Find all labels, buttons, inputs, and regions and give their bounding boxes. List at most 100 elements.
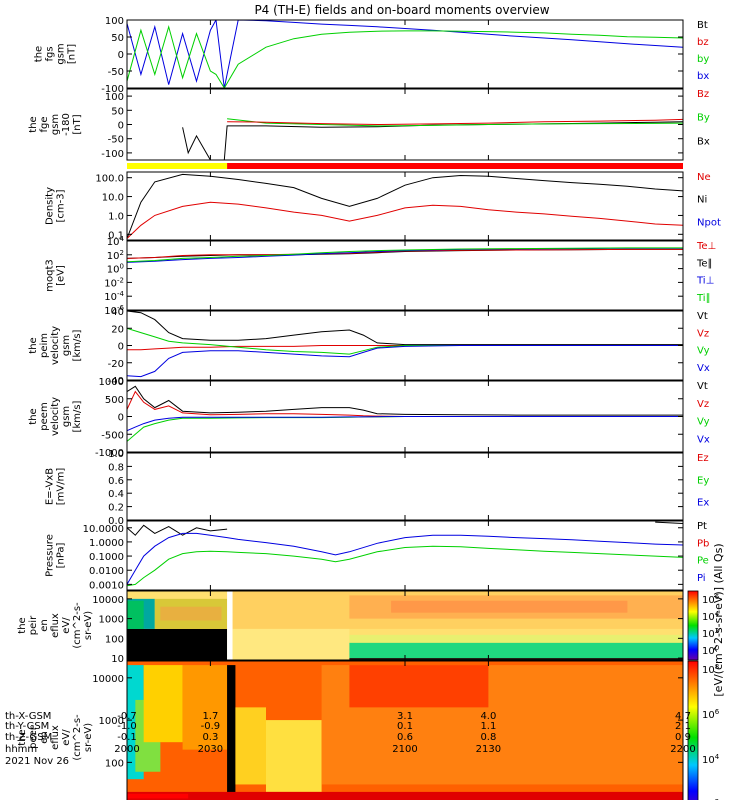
- colorbar-tick-label: 106: [702, 593, 720, 606]
- y-tick-label: 1.0: [108, 211, 124, 222]
- series-group: [127, 173, 683, 239]
- legend-label-Vx: Vx: [697, 434, 710, 445]
- y-axis-label: sr-eV): [83, 723, 94, 752]
- legend-label-Te∥: Te∥: [696, 258, 713, 269]
- y-tick-label: 10.0: [102, 193, 124, 204]
- y-axis-label: [eV]: [56, 265, 67, 286]
- y-axis-label: velocity: [50, 326, 61, 365]
- y-tick-label: -50: [108, 67, 124, 78]
- y-axis-label: peir: [28, 615, 39, 635]
- x-axis-value: -0.9: [201, 721, 221, 732]
- panel-frame: [126, 452, 684, 521]
- panel-efield: 1.0 0.8 0.6 0.4 0.2 0.0 E=-VxB [mV/m] Ez Ey Ex: [45, 449, 710, 527]
- heatmap: [127, 661, 683, 800]
- y-axis-label: peem: [39, 402, 50, 430]
- y-axis-label: the: [34, 46, 45, 62]
- legend-label-Vt: Vt: [697, 381, 708, 392]
- y-axis-label: gsm: [61, 406, 72, 427]
- panel-peim-velocity: 40 20 0 -20 -40 the peim velocity gsm [km/s] Vt Vz V…: [28, 307, 710, 387]
- legend-label-Ni: Ni: [697, 195, 707, 206]
- panel-peem-velocity: 1000 500 0 -500 -1000 the peem velocity gsm [km/s…: [28, 377, 710, 459]
- series-line-Ti∥: [127, 247, 683, 263]
- y-tick-label: 40: [111, 307, 124, 318]
- colorbar-tick-label: 106: [702, 708, 720, 721]
- data-gap: [227, 665, 236, 800]
- y-tick-label: 10-4: [104, 290, 124, 303]
- y-axis-label: sr-eV): [83, 611, 94, 640]
- y-axis-label: fge: [39, 116, 50, 132]
- legend-label-Bz: Bz: [697, 89, 709, 100]
- x-axis-value: -0.7: [117, 711, 137, 722]
- y-axis-label: en: [39, 731, 50, 744]
- y-tick-label: 0: [118, 413, 124, 424]
- legend-label-Pi: Pi: [697, 573, 706, 584]
- y-axis-label: peer: [28, 725, 39, 749]
- series-group: [127, 521, 683, 587]
- y-axis-label: eflux: [50, 725, 61, 750]
- status-bar-segment: [227, 163, 683, 169]
- panel-density: 100.0 10.0 1.0 0.1 Density [cm-3] Ne Ni Npot: [45, 171, 721, 241]
- x-axis-value: -0.1: [117, 732, 137, 743]
- series-line-Vy: [127, 416, 683, 442]
- panel-peir-en-eflux: 10000 1000 100 10 the peir en eflux eV/(cm^2-s-s…: [17, 590, 720, 665]
- y-tick-label: 100: [105, 16, 124, 27]
- y-axis-label: fgs: [45, 46, 56, 61]
- series-line-Pt: [127, 521, 683, 536]
- colorbar-tick-label: 104: [702, 753, 720, 766]
- heatmap-cell: [127, 628, 228, 660]
- y-tick-label: -100: [101, 149, 124, 160]
- series-group: [127, 311, 683, 378]
- y-tick-label: -40: [108, 376, 124, 387]
- y-axis-label: [nT]: [72, 114, 83, 134]
- colorbar-label: [eV/(cm^2-s-sr-eV)] (All Qs): [712, 543, 725, 696]
- y-axis-label: eV/: [61, 729, 72, 746]
- series-group: [127, 385, 683, 442]
- panel-fgs: 100 50 0 -50 -100 the fgs gsm [nT] Bt bz by bx: [34, 16, 710, 95]
- x-axis-value: -1.0: [117, 721, 137, 732]
- x-axis-value: 2130: [476, 744, 501, 755]
- series-line-Bx: [182, 121, 683, 160]
- y-axis-label: [nT]: [67, 44, 78, 64]
- x-axis-value: 2030: [198, 744, 223, 755]
- x-axis-value: 4.0: [480, 711, 496, 722]
- y-axis-label: -180: [61, 113, 72, 136]
- y-tick-label: 10-2: [104, 276, 124, 289]
- y-axis-label: [nPa]: [56, 542, 67, 568]
- heatmap-cell: [127, 793, 189, 799]
- y-axis-label: the: [17, 729, 28, 745]
- heatmap-cell: [349, 665, 489, 708]
- legend-label-bx: bx: [697, 71, 709, 82]
- y-tick-label: 0.0: [108, 516, 124, 527]
- legend-label-Pe: Pe: [697, 556, 709, 567]
- heatmap-cell: [349, 658, 683, 660]
- y-tick-label: 0.8: [108, 462, 124, 473]
- y-tick-label: -20: [108, 359, 124, 370]
- y-tick-label: 0.6: [108, 476, 124, 487]
- heatmap-cell: [127, 600, 144, 629]
- y-axis-label: en: [39, 619, 50, 632]
- series-line-Vt: [127, 311, 683, 346]
- legend-label-By: By: [697, 113, 710, 124]
- legend-label-Pb: Pb: [697, 538, 709, 549]
- y-tick-label: 100: [105, 758, 124, 769]
- y-tick-label: 0: [118, 50, 124, 61]
- x-axis-value: 2200: [670, 744, 695, 755]
- series-line-Pe: [127, 545, 683, 587]
- series-line-Ni: [127, 173, 683, 239]
- y-axis-label: gsm: [61, 335, 72, 356]
- y-tick-label: 0.1: [108, 230, 124, 241]
- y-tick-label: 100: [107, 263, 124, 276]
- y-axis-label: peim: [39, 333, 50, 358]
- x-axis-row-label: hhmm: [5, 744, 37, 755]
- series-line-Vt: [127, 385, 683, 416]
- series-line-Vx: [127, 416, 683, 432]
- series-line-bx: [127, 20, 683, 88]
- legend-label-Vx: Vx: [697, 363, 710, 374]
- y-tick-label: 0.2: [108, 503, 124, 514]
- x-axis-value: 2100: [392, 744, 417, 755]
- y-tick-label: 20: [111, 324, 124, 335]
- x-axis-value: 0.9: [675, 732, 691, 743]
- y-axis-label: Pressure: [45, 534, 56, 577]
- y-tick-label: 50: [111, 33, 124, 44]
